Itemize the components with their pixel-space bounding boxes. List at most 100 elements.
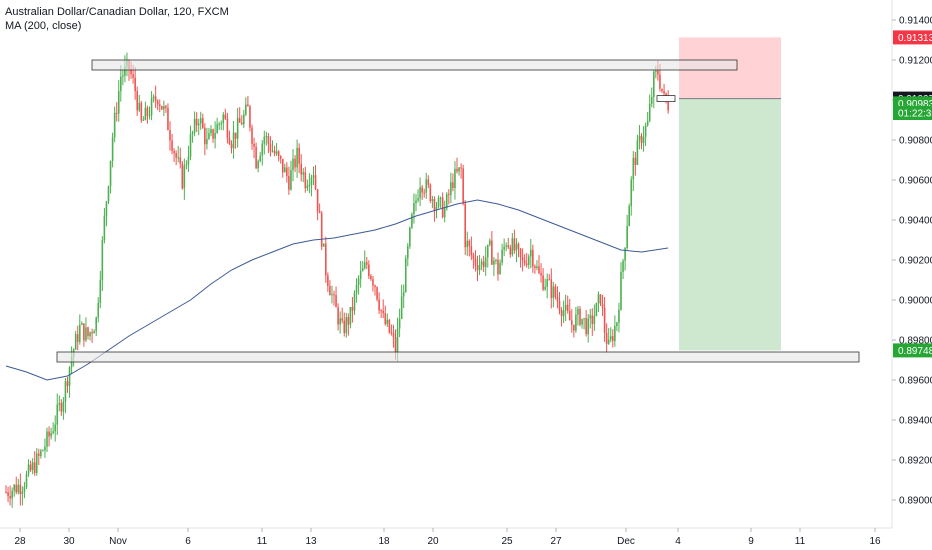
candle-body [271, 150, 274, 152]
candle-body [568, 310, 571, 321]
candle-body [83, 323, 85, 341]
candle-body [279, 155, 282, 159]
candle-body [62, 401, 65, 412]
candle-body [589, 315, 592, 319]
candle-body [81, 323, 83, 325]
candle-body [318, 211, 321, 214]
candle-body [603, 307, 606, 333]
candle-body [312, 175, 315, 178]
price-tag-countdown [893, 106, 932, 120]
candle-body [33, 462, 36, 473]
candle-body [620, 271, 622, 310]
candle-body [97, 302, 100, 318]
candle-body [550, 279, 553, 298]
candle-body [290, 169, 292, 190]
candle-body [216, 124, 218, 134]
candle-body [601, 303, 604, 308]
time-axis[interactable]: 28 30 Nov 6 11 13 18 20 25 27 Dec 4 9 11 16 [14, 528, 881, 547]
price-tick-label: 0.90600 [899, 176, 932, 187]
price-tick-label: 0.89000 [899, 496, 932, 507]
candle-body [441, 197, 444, 218]
candle-body [380, 310, 382, 312]
candle-body [425, 179, 428, 193]
candle-body [511, 238, 514, 255]
candle-body [407, 246, 409, 259]
candle-body [101, 240, 104, 280]
price-axis[interactable]: 0.89000 0.89200 0.89400 0.89600 0.89800 0.900… [892, 16, 932, 507]
candle-body [52, 431, 54, 433]
candle-body [468, 240, 471, 247]
candle-body [634, 157, 637, 165]
candle-body [359, 270, 362, 279]
candle-body [374, 285, 376, 288]
candle-body [595, 303, 598, 316]
candle-body [394, 337, 397, 353]
candle-body [103, 215, 106, 241]
candle-body [396, 328, 399, 353]
candle-body [372, 279, 374, 286]
candle-body [597, 294, 600, 304]
candle-body [236, 118, 239, 139]
candle-body [306, 185, 309, 189]
support-zone[interactable] [56, 351, 860, 363]
price-tag-label: 01:22:35 [898, 109, 932, 120]
candle-body [462, 168, 464, 204]
candle-body [361, 268, 364, 271]
price-tick-label: 0.89800 [899, 336, 932, 347]
chart-legend: Australian Dollar/Canadian Dollar, 120, … [5, 5, 229, 33]
candle-body [134, 77, 136, 92]
candle-body [329, 286, 331, 296]
candle-body [593, 315, 596, 324]
candle-body [376, 287, 378, 300]
price-tick-label: 0.91200 [899, 56, 932, 67]
candle-body [204, 127, 206, 145]
candle-body [19, 484, 22, 494]
candle-body [349, 307, 352, 325]
candle-body [667, 100, 669, 111]
take-profit-zone[interactable] [679, 98, 781, 351]
candle-body [99, 279, 102, 303]
candle-body [325, 243, 327, 276]
candle-body [288, 176, 290, 190]
candle-body [427, 179, 430, 185]
candle-body [187, 156, 190, 165]
candle-body [171, 140, 173, 151]
candle-body [281, 158, 284, 173]
candle-body [300, 163, 302, 175]
candle-body [54, 424, 56, 432]
time-tick-label: Nov [109, 536, 127, 547]
symbol-title[interactable]: Australian Dollar/Canadian Dollar, 120, … [5, 6, 229, 18]
indicator-label[interactable]: MA (200, close) [5, 20, 82, 32]
candle-body [517, 243, 520, 249]
candle-body [189, 134, 192, 157]
time-tick-label: 4 [675, 536, 681, 547]
price-tag-label: 0.89748 [898, 346, 932, 357]
candle-body [210, 129, 212, 134]
resistance-zone[interactable] [91, 59, 738, 71]
candle-body [87, 327, 89, 337]
entry-marker-box[interactable] [656, 95, 676, 102]
price-tag-target [893, 343, 932, 358]
candle-body [27, 464, 30, 475]
candle-body [540, 273, 542, 276]
candle-body [322, 243, 325, 247]
candle-body [107, 186, 110, 202]
support-resistance [56, 59, 860, 363]
candle-body [79, 324, 81, 342]
candle-body [113, 112, 116, 138]
candle-body [142, 119, 145, 121]
candle-body [489, 240, 491, 245]
candle-body [536, 266, 538, 269]
candle-body [218, 123, 220, 125]
candle-body [136, 91, 138, 111]
candle-body [581, 318, 583, 325]
moving-average-line [5, 199, 669, 381]
candle-body [249, 106, 251, 128]
candle-body [513, 238, 516, 251]
candle-body [419, 187, 421, 199]
candle-body [564, 304, 567, 311]
candle-body [91, 332, 93, 334]
candle-body [44, 446, 46, 451]
candle-body [616, 322, 618, 327]
